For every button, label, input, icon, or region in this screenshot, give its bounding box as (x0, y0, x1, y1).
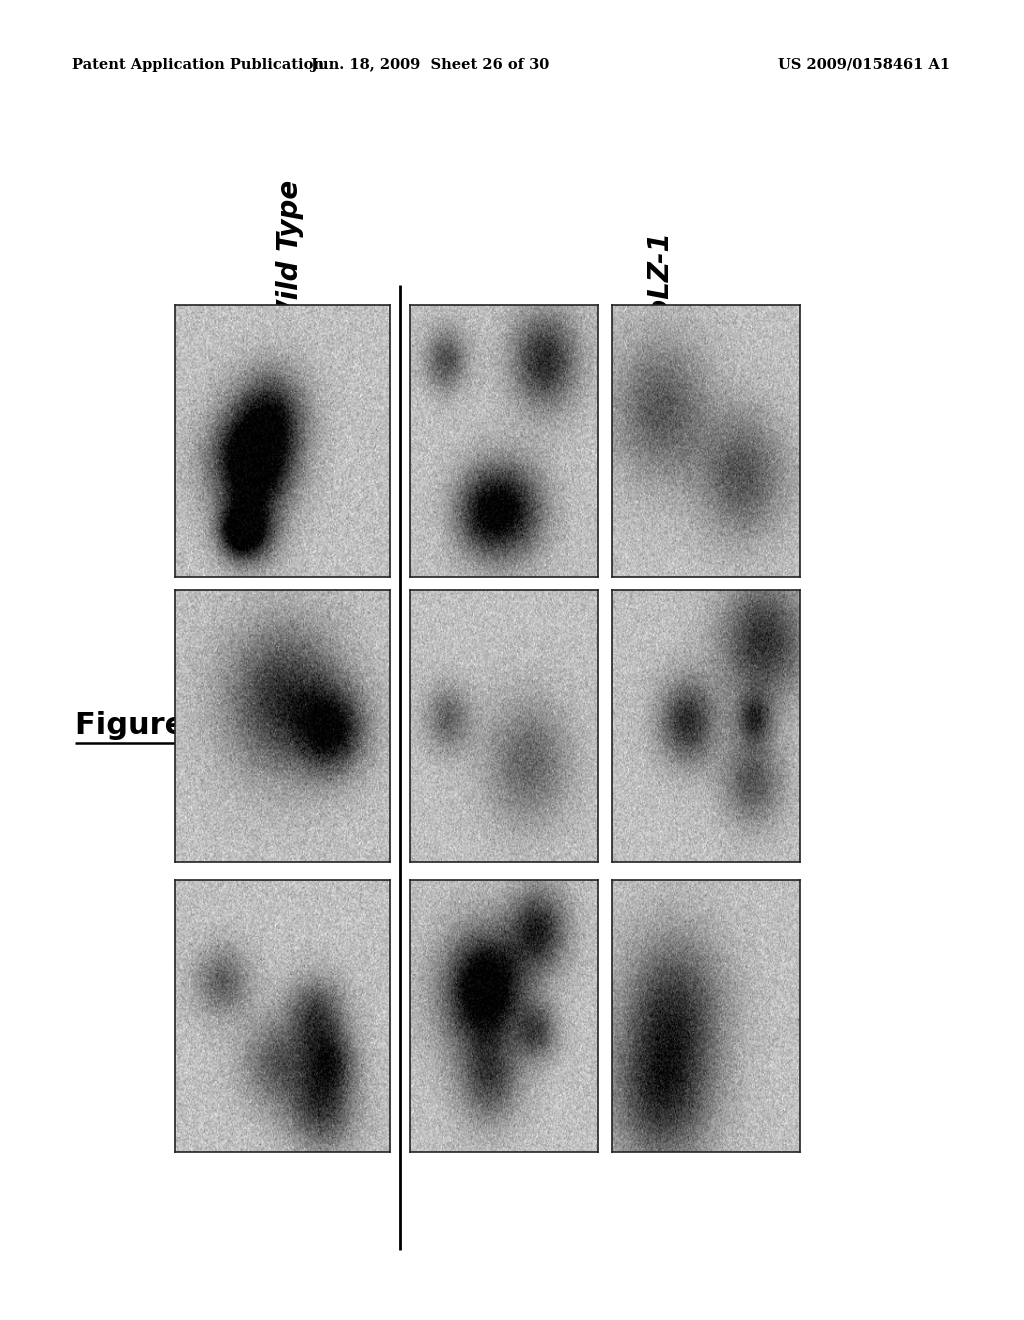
Text: PpLZ-1: PpLZ-1 (646, 231, 674, 338)
Text: Wild Type: Wild Type (276, 180, 304, 330)
Text: Jun. 18, 2009  Sheet 26 of 30: Jun. 18, 2009 Sheet 26 of 30 (311, 58, 549, 73)
Text: US 2009/0158461 A1: US 2009/0158461 A1 (778, 58, 950, 73)
Text: Patent Application Publication: Patent Application Publication (72, 58, 324, 73)
Text: Figure 10: Figure 10 (75, 710, 239, 739)
